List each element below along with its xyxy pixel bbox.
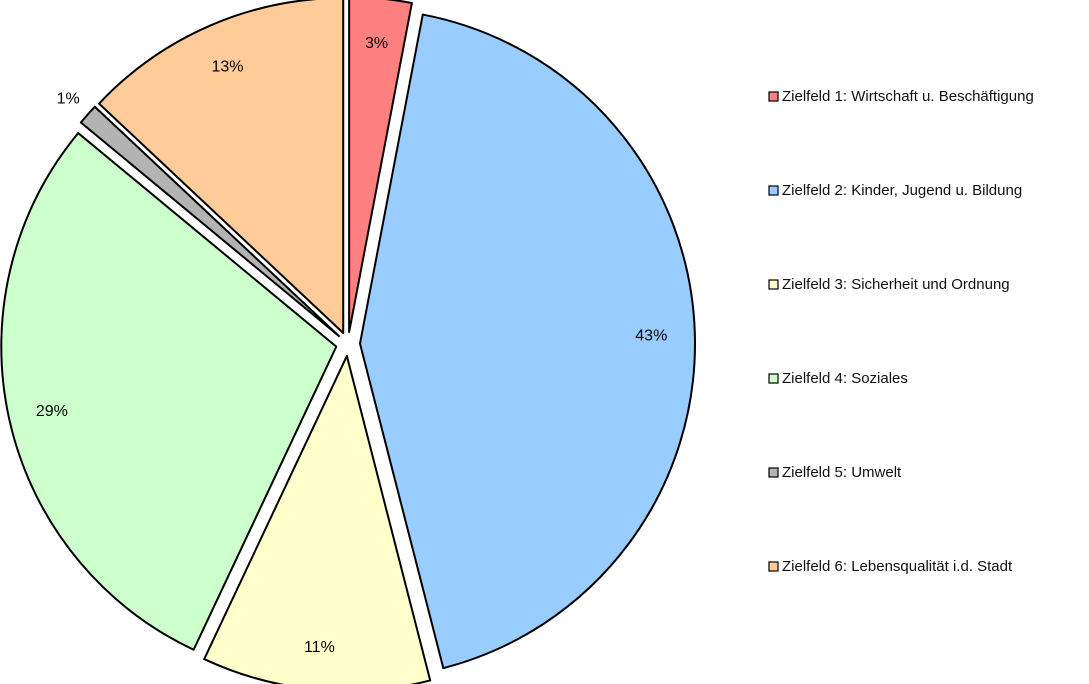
pie-slice-5 [79, 105, 340, 338]
pie-value-label-1: 3% [365, 35, 388, 52]
legend-swatch-3 [768, 279, 779, 290]
legend-item-5: Zielfeld 5: Umwelt [768, 464, 902, 481]
legend-swatch-6 [768, 561, 779, 572]
pie-slice-3 [203, 354, 432, 684]
pie-value-label-6: 13% [211, 59, 243, 76]
legend-label-6: Zielfeld 6: Lebensqualität i.d. Stadt [782, 558, 1013, 575]
legend-label-3: Zielfeld 3: Sicherheit und Ordnung [782, 276, 1010, 293]
pie-slice-2 [358, 13, 696, 670]
pie-value-label-3: 11% [304, 639, 335, 656]
legend-item-4: Zielfeld 4: Soziales [768, 370, 908, 387]
pie-value-label-2: 43% [635, 328, 667, 345]
legend-item-6: Zielfeld 6: Lebensqualität i.d. Stadt [768, 558, 1013, 575]
pie-slices [0, 0, 696, 684]
legend-item-1: Zielfeld 1: Wirtschaft u. Beschäftigung [768, 88, 1034, 105]
legend-label-5: Zielfeld 5: Umwelt [782, 464, 902, 481]
legend: Zielfeld 1: Wirtschaft u. Beschäftigung Z… [768, 88, 1034, 575]
legend-swatch-5 [768, 467, 779, 478]
legend-label-4: Zielfeld 4: Soziales [782, 370, 908, 387]
pie-slice-6 [98, 0, 345, 334]
legend-item-3: Zielfeld 3: Sicherheit und Ordnung [768, 276, 1010, 293]
legend-swatch-1 [768, 91, 779, 102]
legend-label-1: Zielfeld 1: Wirtschaft u. Beschäftigung [782, 88, 1034, 105]
legend-swatch-2 [768, 185, 779, 196]
pie-value-labels: 3% 43% 11% 29% 1% 13% [36, 35, 667, 656]
legend-item-2: Zielfeld 2: Kinder, Jugend u. Bildung [768, 182, 1022, 199]
pie-value-label-4: 29% [36, 403, 68, 420]
legend-label-2: Zielfeld 2: Kinder, Jugend u. Bildung [782, 182, 1022, 199]
pie-value-label-5: 1% [57, 90, 80, 107]
legend-swatch-4 [768, 373, 779, 384]
pie-slice-1 [348, 0, 413, 334]
pie-slice-4 [0, 132, 338, 651]
